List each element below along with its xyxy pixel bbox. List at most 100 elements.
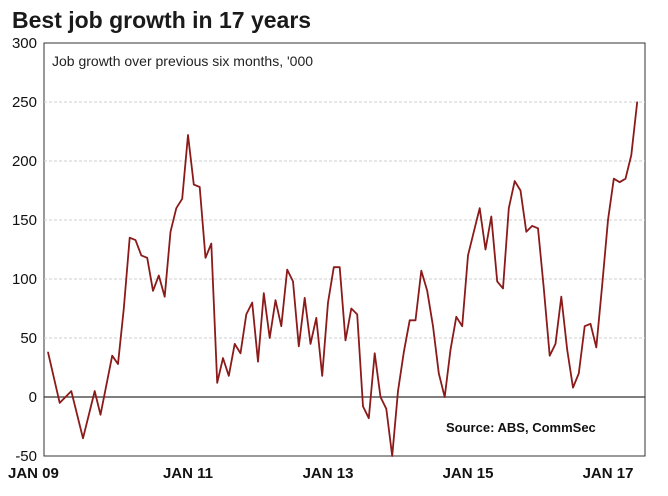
data-point — [589, 323, 592, 325]
data-point — [152, 290, 154, 292]
data-point — [473, 231, 475, 233]
data-point — [274, 299, 277, 301]
data-point — [158, 274, 160, 277]
y-tick-label: 200 — [12, 153, 37, 170]
data-point — [613, 178, 615, 180]
data-point — [502, 287, 504, 290]
data-point — [298, 345, 300, 347]
data-point — [409, 319, 411, 321]
data-point — [572, 386, 574, 389]
y-tick-label: 100 — [12, 271, 37, 288]
plot-area — [43, 42, 646, 457]
data-point — [234, 343, 236, 345]
data-point — [525, 231, 527, 233]
data-point — [438, 372, 440, 374]
data-point — [134, 239, 137, 241]
data-point — [315, 317, 317, 319]
data-point — [251, 302, 253, 304]
data-point — [245, 313, 247, 315]
data-point — [519, 189, 522, 192]
data-point — [368, 417, 370, 419]
data-point — [216, 382, 218, 384]
y-tick-label: 300 — [12, 35, 37, 52]
data-point — [514, 180, 516, 182]
data-point — [47, 351, 49, 353]
x-tick-label: JAN 11 — [163, 465, 213, 482]
subtitle-bg — [50, 50, 385, 72]
data-point — [59, 402, 61, 404]
data-point — [630, 154, 632, 156]
data-point — [455, 316, 457, 318]
data-point — [449, 349, 452, 351]
data-point — [164, 296, 166, 298]
data-point — [379, 396, 382, 398]
data-point — [531, 225, 533, 227]
data-point — [391, 455, 393, 457]
data-point — [239, 352, 242, 354]
data-point — [508, 207, 510, 209]
data-point — [292, 280, 294, 282]
data-point — [444, 396, 446, 398]
data-point — [619, 181, 621, 183]
data-point — [199, 186, 201, 188]
data-point — [339, 266, 341, 268]
data-point — [374, 352, 376, 354]
data-point — [549, 355, 551, 357]
data-point — [222, 357, 224, 359]
chart-subtitle: Job growth over previous six months, '00… — [52, 53, 313, 69]
data-point — [286, 268, 288, 271]
data-point — [344, 339, 347, 341]
series-points — [47, 101, 638, 457]
y-axis-ticks: 300 250 200 150 100 50 0 -50 — [12, 35, 37, 465]
data-point — [304, 297, 306, 299]
data-point — [584, 325, 586, 327]
data-point — [117, 363, 119, 365]
data-point — [543, 287, 545, 290]
data-point — [111, 355, 113, 357]
data-point — [169, 231, 172, 233]
data-point — [595, 346, 597, 349]
data-point — [129, 237, 131, 239]
data-point — [99, 414, 102, 416]
data-point — [356, 313, 358, 315]
data-point — [554, 343, 557, 345]
y-tick-label: 0 — [29, 389, 37, 406]
data-point — [385, 408, 387, 410]
data-point — [537, 227, 539, 229]
data-point — [204, 257, 207, 259]
data-point — [228, 375, 230, 377]
data-point — [333, 266, 335, 268]
data-point — [181, 198, 183, 200]
data-point — [397, 390, 399, 392]
chart-source: Source: ABS, CommSec — [446, 420, 596, 435]
data-point — [601, 284, 603, 286]
data-point — [269, 337, 271, 339]
data-point — [578, 372, 580, 374]
y-tick-label: -50 — [15, 448, 37, 465]
data-point — [309, 343, 312, 345]
data-point — [193, 184, 195, 186]
data-point — [479, 207, 481, 209]
data-point — [350, 307, 352, 310]
y-tick-label: 250 — [12, 94, 37, 111]
data-point — [461, 325, 463, 327]
data-point — [263, 292, 265, 294]
data-point — [420, 270, 422, 272]
data-point — [82, 437, 84, 439]
data-point — [496, 280, 498, 282]
data-point — [403, 351, 405, 353]
data-point — [484, 248, 487, 251]
x-tick-label: JAN 09 — [8, 465, 59, 482]
data-point — [187, 134, 189, 136]
data-point — [432, 325, 434, 327]
data-point — [566, 349, 568, 351]
data-point — [123, 307, 125, 310]
data-point — [70, 390, 72, 392]
data-point — [490, 215, 492, 218]
x-tick-label: JAN 17 — [583, 465, 634, 482]
data-point — [560, 296, 562, 298]
data-point — [140, 254, 142, 256]
data-point — [362, 405, 364, 408]
data-point — [607, 219, 609, 221]
